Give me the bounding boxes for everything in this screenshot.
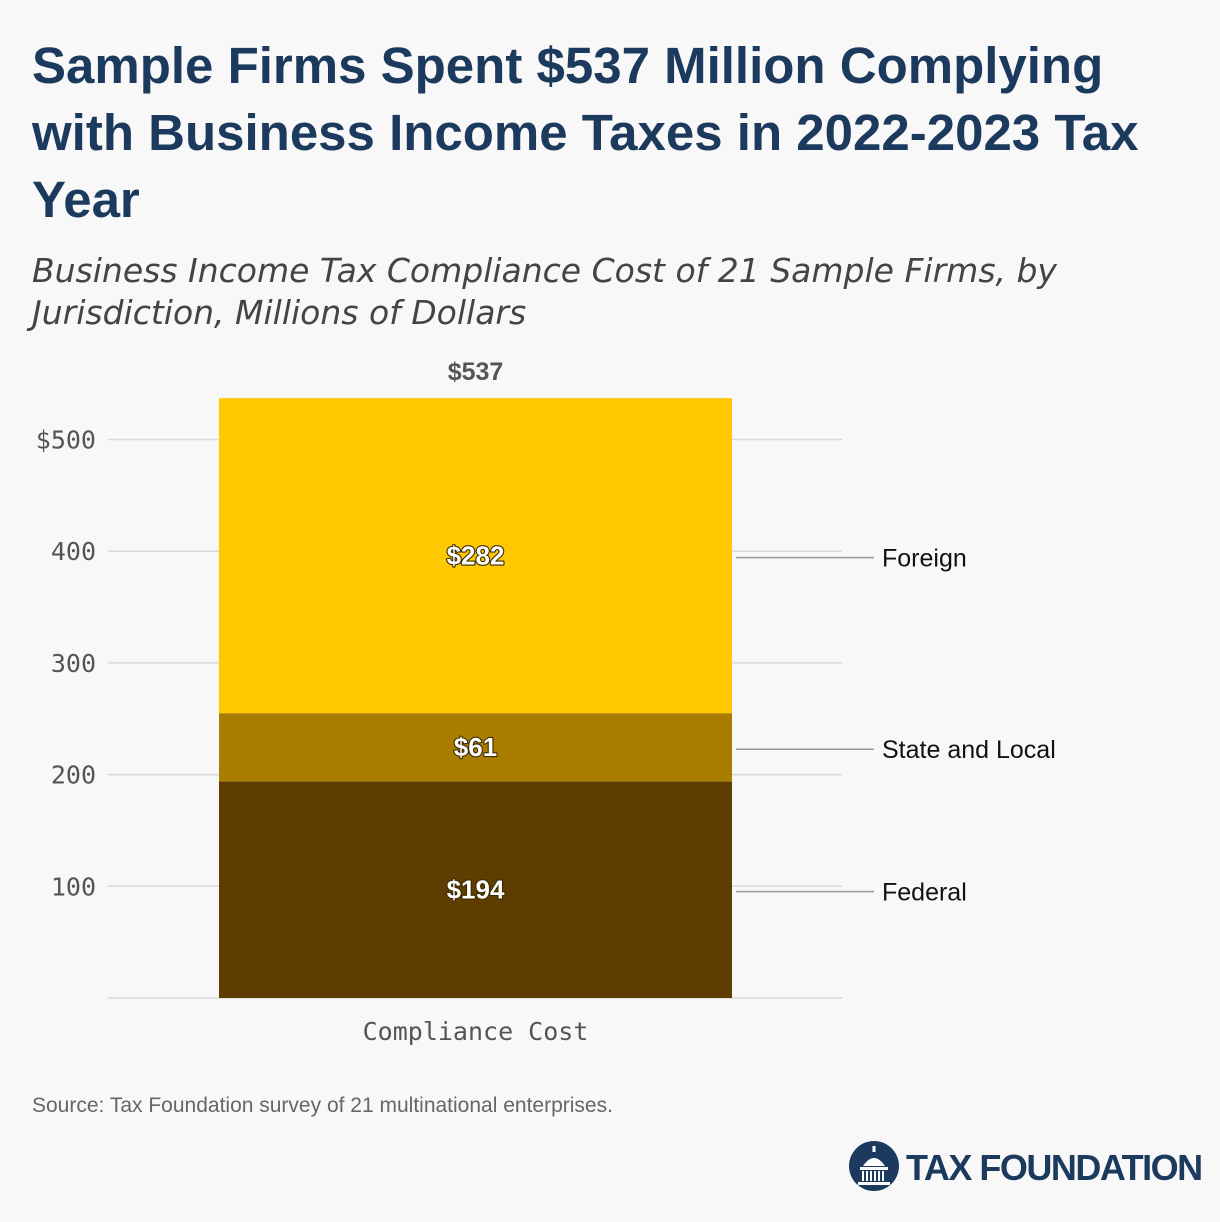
bar-segment-foreign (219, 398, 732, 714)
y-tick-label: 400 (51, 537, 96, 566)
y-tick-label: 200 (51, 761, 96, 790)
source-note: Source: Tax Foundation survey of 21 mult… (32, 1094, 613, 1117)
series-label-foreign: Foreign (882, 545, 967, 573)
chart-subtitle: Business Income Tax Compliance Cost of 2… (32, 251, 1057, 332)
data-label-state-and-local: $61 (454, 732, 497, 762)
capitol-dome-icon (849, 1141, 899, 1191)
series-label-state-and-local: State and Local (882, 736, 1056, 764)
chart-canvas: 100 200 300 400 $500 $194 Federal $61 State and … (36, 358, 1056, 1046)
data-label-foreign: $282 (447, 541, 505, 571)
tax-foundation-logo: TAX FOUNDATION (848, 1140, 1203, 1196)
data-label-federal: $194 (447, 875, 505, 905)
bar-segment-federal (219, 781, 732, 998)
bar-segment-state-and-local (219, 713, 732, 782)
y-tick-label: 300 (51, 649, 96, 678)
x-category-label: Compliance Cost (363, 1017, 589, 1046)
stacked-bar-chart: 100 200 300 400 $500 $194 Federal $61 State and … (0, 340, 1220, 1080)
total-label: $537 (448, 358, 504, 386)
series-label-federal: Federal (882, 879, 967, 907)
y-tick-label: 100 (51, 872, 96, 901)
chart-title: Sample Firms Spent $537 Million Complyin… (32, 37, 1139, 228)
logo-wordmark: TAX FOUNDATION (906, 1147, 1203, 1188)
y-tick-label: $500 (36, 426, 96, 455)
